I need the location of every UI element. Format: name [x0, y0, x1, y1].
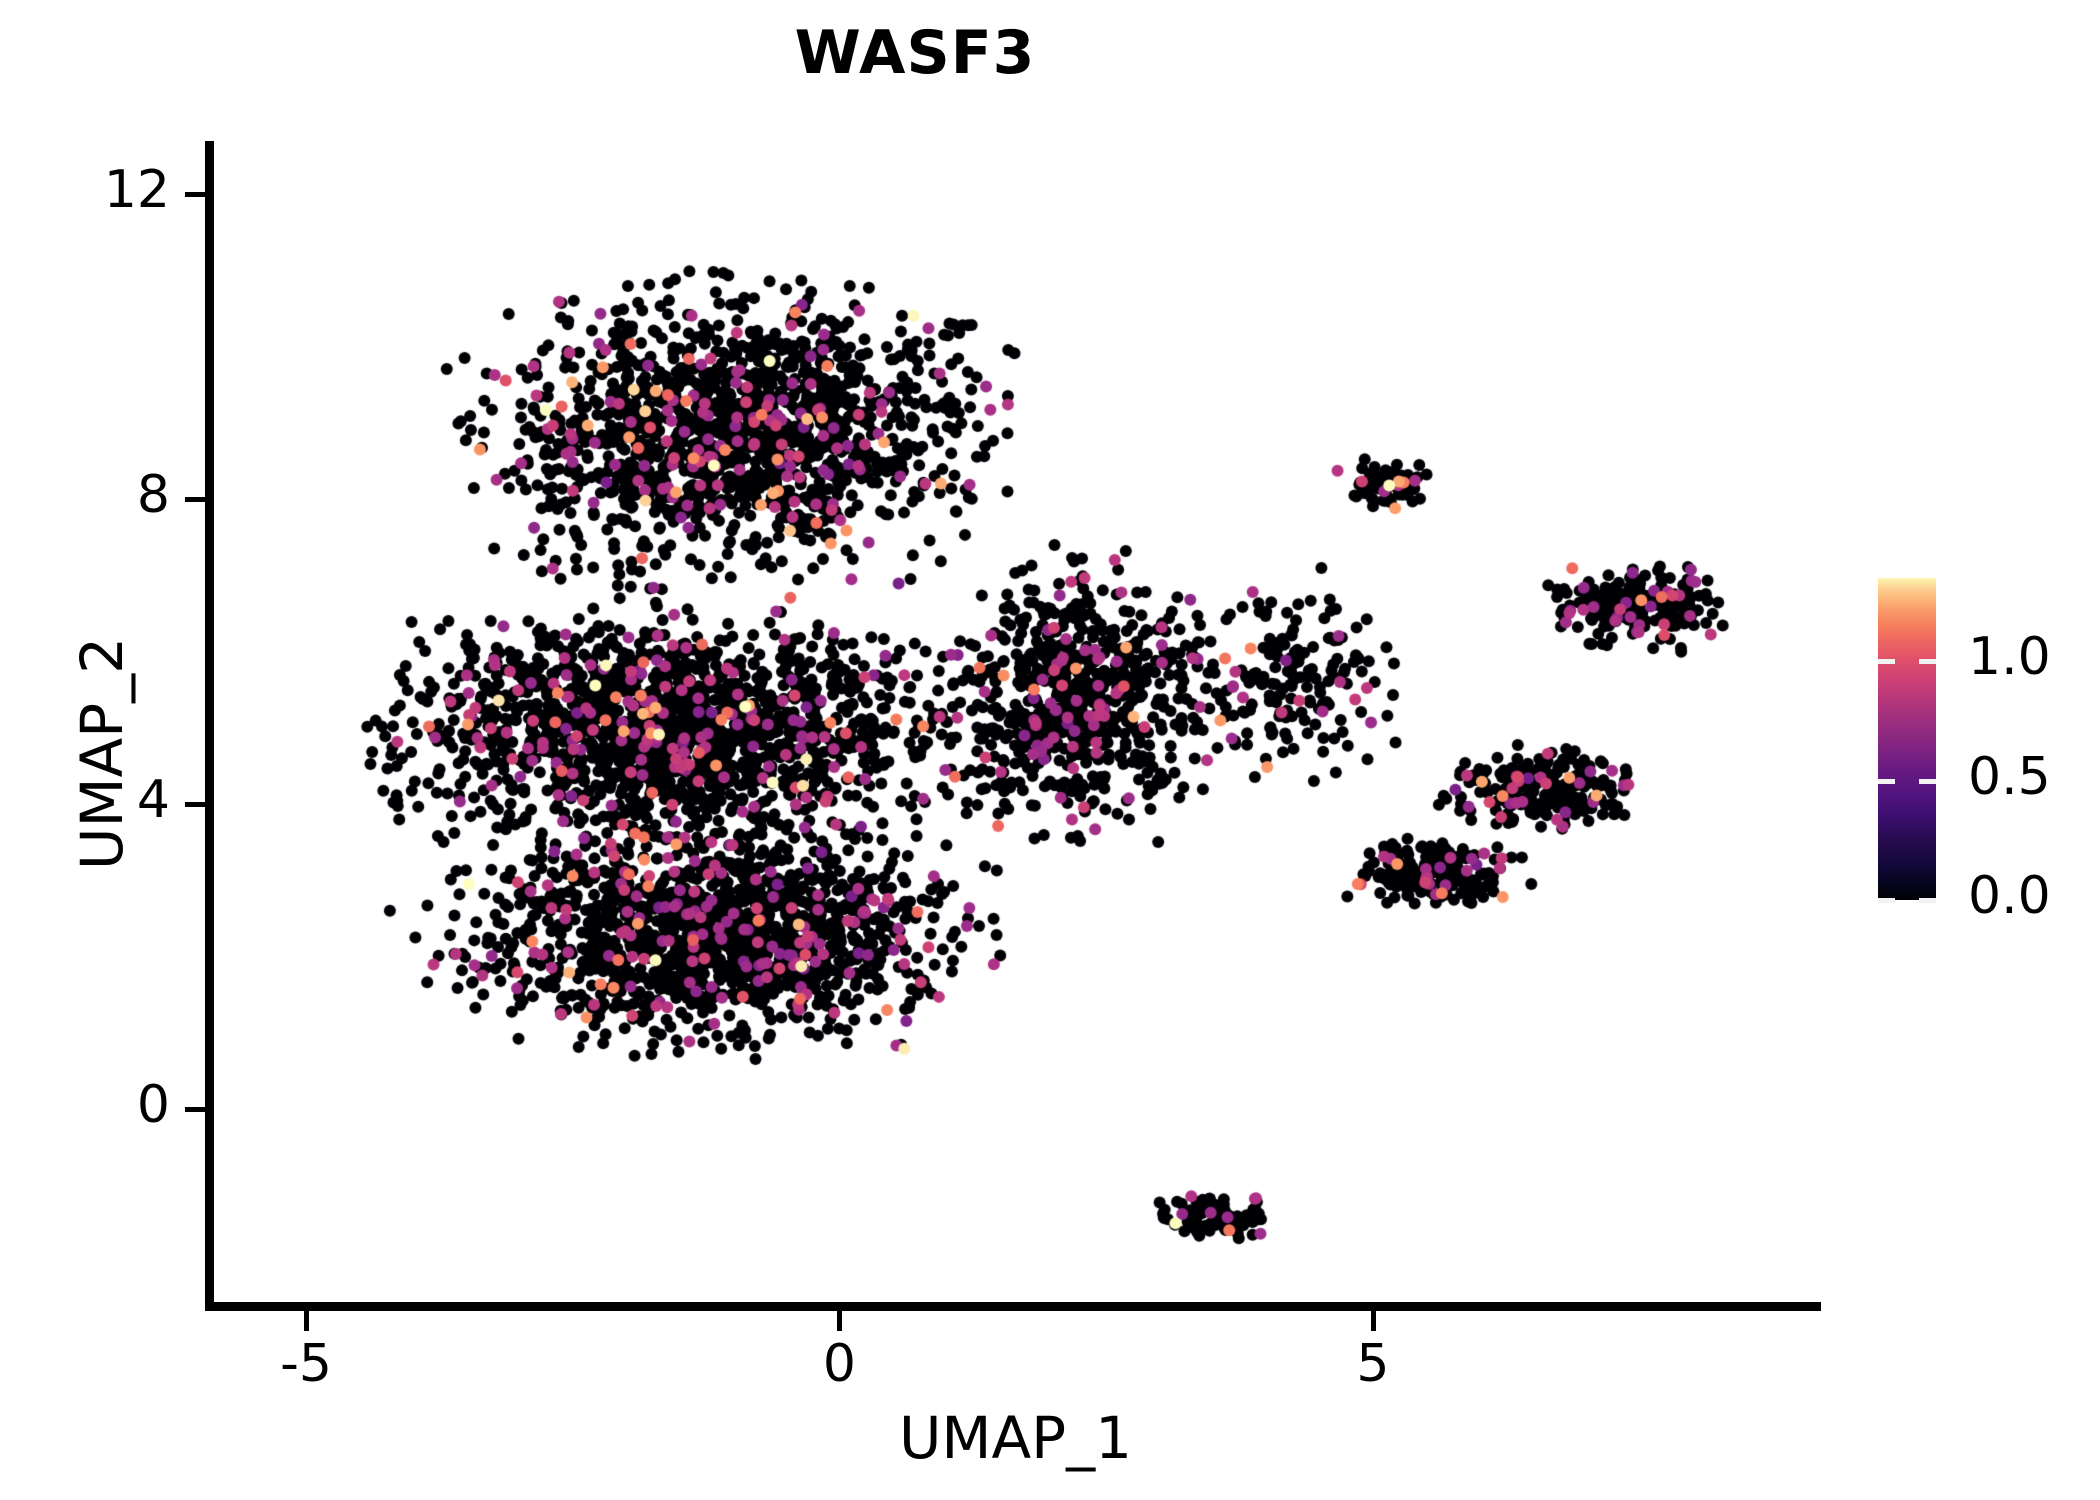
colorbar-tick-mark: [1878, 659, 1895, 665]
colorbar-tick-label: 0.5: [1968, 746, 2051, 807]
y-tick-mark: [185, 802, 207, 808]
y-tick-label: 8: [136, 465, 170, 526]
colorbar-tick-mark: [1878, 778, 1895, 784]
colorbar-tick-mark: [1919, 898, 1936, 903]
x-tick-mark: [837, 1311, 843, 1331]
x-tick-label: 5: [1356, 1334, 1390, 1394]
y-axis-spine: [205, 141, 214, 1311]
colorbar-tick-mark: [1919, 778, 1936, 784]
y-tick-label: 0: [136, 1074, 170, 1135]
scatter-points-layer: [210, 141, 1821, 1307]
y-tick-label: 4: [136, 770, 170, 831]
colorbar-tick-mark: [1878, 898, 1895, 903]
x-axis-label: UMAP_1: [898, 1404, 1133, 1472]
y-tick-mark: [185, 1106, 207, 1112]
y-tick-label: 12: [103, 160, 170, 221]
x-tick-label: 0: [822, 1334, 856, 1394]
x-tick-mark: [304, 1311, 310, 1331]
y-axis-label: UMAP_2: [68, 636, 136, 870]
x-tick-label: -5: [280, 1334, 332, 1394]
x-tick-mark: [1370, 1311, 1376, 1331]
chart-title: WASF3: [794, 18, 1036, 88]
plot-area: [210, 141, 1821, 1307]
colorbar: [1878, 578, 1936, 903]
y-tick-mark: [185, 192, 207, 198]
colorbar-tick-label: 1.0: [1968, 627, 2051, 688]
x-axis-spine: [205, 1302, 1821, 1311]
y-tick-mark: [185, 497, 207, 503]
colorbar-gradient: [1878, 578, 1936, 903]
colorbar-tick-mark: [1919, 659, 1936, 665]
colorbar-tick-label: 0.0: [1968, 866, 2051, 926]
